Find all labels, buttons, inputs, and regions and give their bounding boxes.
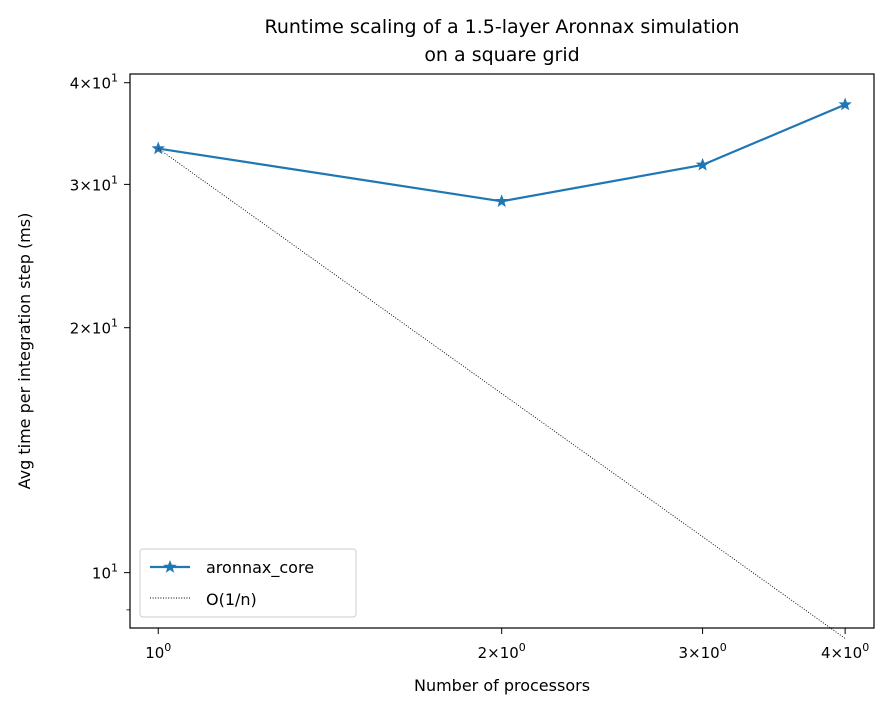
y-tick-label-multiplier: 2×	[70, 320, 92, 338]
y-tick-label-exponent: 1	[111, 72, 118, 85]
x-axis-label: Number of processors	[414, 676, 590, 695]
series-line-o-1-n	[157, 148, 846, 639]
y-tick-label: 3×101	[70, 173, 118, 194]
y-tick-label-base: 10	[92, 565, 111, 583]
x-tick-label-base: 10	[145, 644, 164, 662]
chart-title-line1: Runtime scaling of a 1.5-layer Aronnax s…	[265, 16, 740, 38]
chart-title-line2: on a square grid	[424, 44, 579, 66]
x-tick-label-base: 10	[701, 644, 720, 662]
data-point-aronnax-core	[151, 141, 165, 155]
y-tick-label-multiplier: 4×	[70, 75, 92, 93]
y-tick-label-exponent: 1	[111, 173, 118, 186]
y-axis-label: Avg time per integration step (ms)	[15, 213, 34, 490]
x-tick-label: 4×100	[821, 641, 869, 662]
y-tick-label-base: 10	[92, 75, 111, 93]
legend-marker-aronnax-core	[163, 559, 177, 573]
y-tick-label-base: 10	[92, 320, 111, 338]
legend-label-aronnax-core: aronnax_core	[206, 558, 314, 578]
x-tick-label-exponent: 0	[519, 641, 526, 654]
x-tick-label: 2×100	[478, 641, 526, 662]
data-point-aronnax-core	[838, 97, 852, 111]
legend: aronnax_core O(1/n)	[139, 548, 357, 618]
y-tick-label: 4×101	[70, 72, 118, 93]
legend-label-o-1-n: O(1/n)	[206, 590, 257, 609]
y-tick-label-base: 10	[92, 176, 111, 194]
x-tick-label-multiplier: 4×	[821, 644, 843, 662]
series-line-aronnax-core	[158, 103, 846, 203]
x-tick-label-exponent: 0	[862, 641, 869, 654]
x-tick-label-exponent: 0	[720, 641, 727, 654]
plot-area	[151, 97, 852, 639]
x-tick-label: 100	[145, 641, 171, 662]
x-tick-label-base: 10	[843, 644, 862, 662]
data-point-aronnax-core	[695, 157, 710, 171]
plot-frame	[129, 73, 875, 629]
x-tick-label-exponent: 0	[164, 641, 171, 654]
y-tick-label: 2×101	[70, 317, 118, 338]
y-tick-label-exponent: 1	[111, 317, 118, 330]
data-point-aronnax-core	[494, 194, 509, 207]
legend-star-marker	[163, 559, 177, 573]
y-tick-label-multiplier: 3×	[70, 176, 92, 194]
y-tick-label-exponent: 1	[111, 562, 118, 575]
legend-frame	[139, 548, 357, 618]
y-tick-label: 101	[92, 562, 118, 583]
x-axis-ticks: 100 2×100 3×100 4×100	[145, 628, 869, 662]
x-tick-label-multiplier: 2×	[478, 644, 500, 662]
x-tick-label: 3×100	[678, 641, 726, 662]
x-tick-label-multiplier: 3×	[678, 644, 700, 662]
x-tick-label-base: 10	[500, 644, 519, 662]
